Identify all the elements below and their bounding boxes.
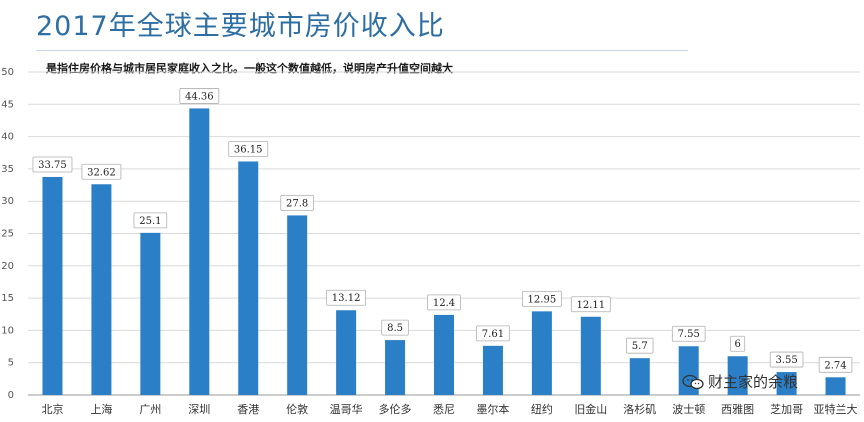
data-label: 12.95: [528, 294, 557, 305]
y-tick-label: 15: [1, 293, 14, 304]
data-label: 12.4: [433, 298, 455, 309]
x-tick-label: 温哥华: [330, 402, 363, 416]
y-tick-label: 20: [1, 261, 14, 272]
x-tick-label: 波士顿: [672, 402, 705, 416]
bar: [140, 232, 161, 395]
data-label-box: [671, 325, 706, 342]
data-label: 5.7: [632, 341, 648, 352]
data-label: 2.74: [824, 360, 846, 371]
x-tick-label: 纽约: [531, 402, 553, 416]
data-label: 13.12: [332, 293, 361, 304]
data-label: 7.55: [678, 329, 700, 340]
y-tick-label: 10: [1, 325, 14, 336]
data-label-box: [818, 356, 853, 373]
y-tick-label: 45: [1, 99, 14, 110]
y-tick-label: 30: [1, 196, 14, 207]
x-tick-label: 北京: [41, 402, 63, 416]
x-tick-label: 墨尔本: [476, 402, 509, 416]
y-tick-label: 25: [1, 229, 14, 240]
x-tick-label: 亚特兰大: [814, 402, 858, 416]
data-label-box: [81, 163, 122, 180]
data-label-box: [381, 319, 409, 336]
title-divider: [36, 50, 688, 51]
x-tick-label: 芝加哥: [770, 403, 803, 416]
data-label: 33.75: [38, 160, 67, 171]
x-tick-label: 深圳: [188, 403, 210, 416]
x-tick-label: 多伦多: [379, 402, 412, 416]
data-label-box: [427, 294, 461, 311]
bar: [189, 108, 210, 396]
y-tick-label: 40: [1, 132, 14, 143]
bar: [238, 161, 259, 395]
data-label-box: [476, 325, 510, 342]
bar: [776, 372, 797, 395]
data-label: 36.15: [234, 144, 263, 155]
x-tick-label: 洛杉矶: [623, 402, 656, 416]
data-label-box: [570, 296, 611, 313]
data-label-box: [626, 337, 654, 354]
data-label-box: [133, 212, 168, 229]
data-label: 6: [734, 339, 740, 350]
x-tick-label: 悉尼: [433, 403, 455, 416]
data-label: 7.61: [482, 329, 504, 340]
data-label: 44.36: [185, 91, 214, 102]
y-tick-label: 50: [1, 67, 14, 78]
wechat-icon: [682, 374, 704, 389]
watermark: 财主家的余粮: [682, 371, 798, 392]
bar: [825, 377, 846, 395]
data-label-box: [179, 88, 220, 104]
chart-title: 2017年全球主要城市房价收入比: [36, 11, 445, 42]
x-tick-label: 香港: [237, 403, 259, 416]
bar: [531, 311, 552, 395]
x-tick-label: 伦敦: [286, 402, 308, 416]
bar: [42, 176, 63, 395]
bar: [727, 356, 748, 395]
x-tick-label: 广州: [139, 403, 161, 416]
data-label: 32.62: [87, 167, 116, 178]
data-label: 27.8: [286, 198, 308, 209]
data-label-box: [280, 195, 314, 211]
bar: [482, 345, 503, 395]
y-tick-label: 5: [8, 358, 14, 369]
y-tick-label: 35: [1, 164, 14, 175]
data-label-box: [32, 156, 73, 173]
x-tick-label: 上海: [90, 402, 112, 416]
x-tick-label: 西雅图: [721, 402, 754, 416]
data-label-box: [228, 141, 269, 157]
bar: [434, 314, 454, 395]
bar: [580, 316, 601, 395]
watermark-text: 财主家的余粮: [708, 373, 799, 391]
data-label: 25.1: [139, 216, 161, 227]
data-label: 12.11: [577, 300, 606, 311]
x-tick-label: 旧金山: [574, 402, 607, 416]
data-label: 8.5: [387, 323, 403, 334]
data-label-box: [326, 289, 367, 306]
y-tick-label: 0: [8, 390, 14, 401]
bar: [336, 310, 357, 395]
data-label-box: [769, 351, 804, 368]
bar: [91, 184, 112, 395]
bar: [385, 340, 406, 395]
data-label-box: [521, 290, 562, 307]
bar: [629, 358, 650, 395]
data-label: 3.55: [775, 355, 797, 366]
data-label-box: [730, 335, 746, 352]
bar: [287, 215, 308, 395]
